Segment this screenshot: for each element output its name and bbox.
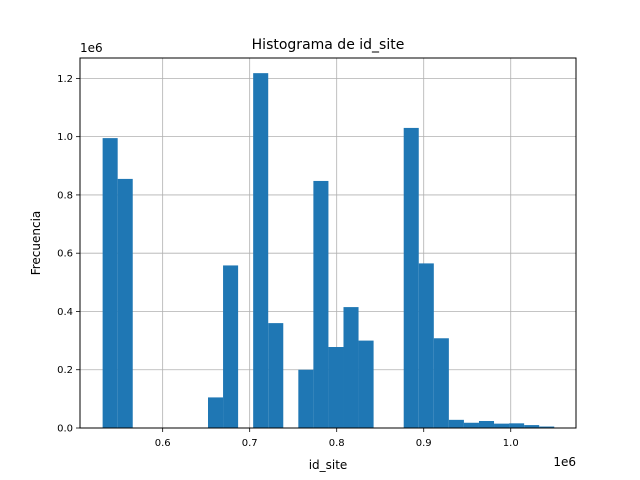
x-tick-label-3: 0.9 <box>416 438 432 449</box>
histogram-bar-8 <box>328 347 344 428</box>
histogram-bar-9 <box>343 307 359 428</box>
histogram-bar-13 <box>433 338 449 428</box>
x-tick-label-1: 0.7 <box>242 438 258 449</box>
histogram-bar-12 <box>418 263 434 428</box>
y-tick-label-2: 0.4 <box>57 307 73 318</box>
histogram-bar-14 <box>448 419 464 428</box>
histogram-bars <box>102 73 555 429</box>
histogram-bar-16 <box>478 421 495 428</box>
y-axis-label: Frecuencia <box>29 211 43 276</box>
x-axis-offset-label: 1e6 <box>553 455 576 469</box>
plot-frame <box>79 57 577 429</box>
y-tick-label-1: 0.2 <box>57 365 73 376</box>
chart-title: Histograma de id_site <box>252 37 405 53</box>
histogram-bar-17 <box>494 423 510 428</box>
histogram-bar-7 <box>313 180 329 428</box>
x-tick-label-0: 0.6 <box>155 438 171 449</box>
histogram-bar-4 <box>253 73 269 429</box>
x-axis-label: id_site <box>309 458 348 472</box>
y-tick-label-6: 1.2 <box>57 74 73 85</box>
y-tick-label-5: 1.0 <box>57 132 73 143</box>
x-tick-label-4: 1.0 <box>503 438 519 449</box>
x-tick-label-2: 0.8 <box>329 438 345 449</box>
histogram-bar-19 <box>524 425 540 428</box>
x-axis-ticks: 0.6 0.7 0.8 0.9 1.0 <box>155 428 519 449</box>
y-axis-offset-label: 1e6 <box>80 41 103 55</box>
histogram-bar-5 <box>268 323 284 428</box>
y-tick-label-0: 0.0 <box>57 424 73 435</box>
histogram-bar-1 <box>117 178 133 428</box>
y-tick-label-4: 0.8 <box>57 190 73 201</box>
histogram-bar-18 <box>509 423 525 428</box>
y-tick-label-3: 0.6 <box>57 249 73 260</box>
histogram-bar-6 <box>298 369 314 428</box>
histogram-bar-11 <box>403 127 419 428</box>
histogram-bar-0 <box>102 138 118 428</box>
y-axis-ticks: 0.0 0.2 0.4 0.6 0.8 1.0 1.2 <box>57 74 80 435</box>
histogram-bar-15 <box>463 422 479 428</box>
histogram-bar-3 <box>223 265 239 428</box>
histogram-bar-20 <box>539 426 555 428</box>
histogram-bar-2 <box>208 397 224 428</box>
histogram-bar-10 <box>358 340 374 428</box>
